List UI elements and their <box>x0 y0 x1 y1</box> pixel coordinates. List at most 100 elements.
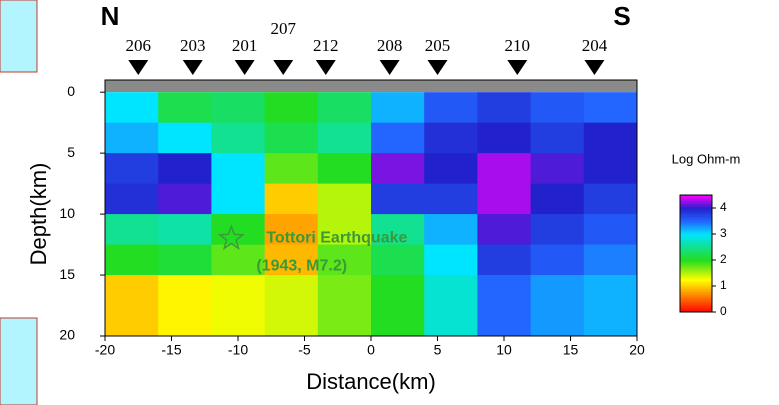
colorbar-strip <box>680 308 712 311</box>
side-box <box>0 0 38 73</box>
x-tick-label: 15 <box>563 342 579 358</box>
colorbar-tick-label: 4 <box>720 200 727 214</box>
y-tick-label: 20 <box>59 327 75 343</box>
station-marker <box>427 60 448 75</box>
cell <box>371 92 425 124</box>
cell <box>583 122 638 154</box>
cell <box>530 305 585 337</box>
cell <box>477 153 532 185</box>
cell <box>211 275 266 307</box>
colorbar-strip <box>680 294 712 297</box>
x-tick-label: 10 <box>496 342 512 358</box>
colorbar-strip <box>680 300 712 303</box>
cell <box>424 244 478 276</box>
colorbar-strip <box>680 298 712 301</box>
x-tick-label: 0 <box>367 342 375 358</box>
cell <box>211 92 266 124</box>
cell <box>158 183 212 215</box>
colorbar-strip <box>680 280 712 284</box>
colorbar-strip <box>680 253 712 256</box>
colorbar-strip <box>680 220 712 223</box>
cell <box>211 305 266 337</box>
station-label: 212 <box>313 36 339 55</box>
cell <box>424 183 478 215</box>
cell <box>264 153 319 185</box>
station-marker <box>128 60 149 75</box>
cell <box>105 153 159 185</box>
cell <box>371 214 425 246</box>
cell <box>105 275 159 307</box>
cell <box>264 183 319 215</box>
colorbar-strip <box>680 263 712 266</box>
cell <box>583 214 638 246</box>
cell <box>158 305 212 337</box>
x-tick-label: -15 <box>161 342 181 358</box>
cell <box>105 214 159 246</box>
station-marker <box>379 60 400 75</box>
earthquake-star <box>217 224 245 250</box>
cell <box>424 122 478 154</box>
colorbar-strip <box>680 288 712 292</box>
cell <box>105 122 159 154</box>
colorbar-strip <box>680 232 712 235</box>
cell <box>105 305 159 337</box>
cell <box>211 153 266 185</box>
cell <box>583 244 638 276</box>
colorbar-tick-label: 1 <box>720 278 727 292</box>
colorbar-strip <box>680 208 712 212</box>
colorbar-strip <box>680 261 712 264</box>
station-label: 204 <box>582 36 608 55</box>
colorbar-tick-label: 3 <box>720 226 727 240</box>
colorbar-strip <box>680 278 712 282</box>
cell <box>424 305 478 337</box>
colorbar-strip <box>680 222 712 225</box>
x-tick-label: -20 <box>95 342 115 358</box>
cell <box>211 214 266 246</box>
plot-frame <box>104 79 638 337</box>
cell <box>211 122 266 154</box>
cell <box>530 275 585 307</box>
cell <box>530 92 585 124</box>
cell <box>477 305 532 337</box>
cell <box>264 275 319 307</box>
cell <box>530 183 585 215</box>
colorbar-strip <box>680 304 712 307</box>
colorbar-strip <box>680 267 712 270</box>
colorbar-strip <box>680 210 712 214</box>
station-label: 208 <box>377 36 403 55</box>
cell <box>583 183 638 215</box>
earthquake-label: (1943, M7.2) <box>256 258 347 275</box>
cell <box>158 153 212 185</box>
cell <box>158 275 212 307</box>
colorbar-strip <box>680 230 712 233</box>
colorbar-strip <box>680 302 712 305</box>
colorbar-strip <box>680 195 712 198</box>
cell <box>371 153 425 185</box>
cell <box>211 183 266 215</box>
colorbar-strip <box>680 241 712 245</box>
colorbar-strip <box>680 247 712 251</box>
colorbar-strip <box>680 251 712 254</box>
colorbar-strip <box>680 306 712 309</box>
colorbar-strip <box>680 218 712 221</box>
x-tick-label: 20 <box>629 342 645 358</box>
colorbar-label: Log Ohm-m <box>672 151 741 166</box>
cell <box>583 92 638 124</box>
y-tick-label: 5 <box>67 144 75 160</box>
cell <box>477 275 532 307</box>
colorbar-strip <box>680 216 712 219</box>
north-label: N <box>101 1 120 31</box>
colorbar-strip <box>680 198 712 202</box>
station-label: 206 <box>126 36 152 55</box>
side-box <box>0 317 38 405</box>
station-marker <box>273 60 294 75</box>
cell <box>317 183 372 215</box>
colorbar-strip <box>680 276 712 280</box>
cell <box>371 305 425 337</box>
cell <box>317 92 372 124</box>
cell <box>158 244 212 276</box>
cell <box>158 122 212 154</box>
station-marker <box>584 60 605 75</box>
cell <box>424 92 478 124</box>
